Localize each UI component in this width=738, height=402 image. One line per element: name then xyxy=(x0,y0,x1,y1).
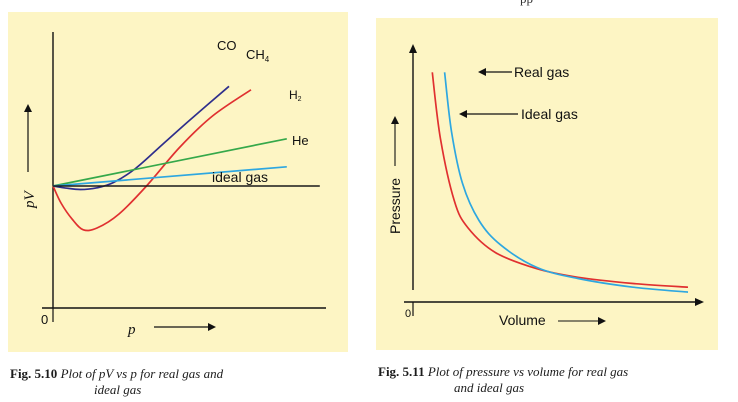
caption-fig-5-11: Fig. 5.11 Plot of pressure vs volume for… xyxy=(378,364,728,396)
series-line-co xyxy=(52,85,230,191)
chart-pressure-vs-volume: 0 Volume Pressure Real gas Ideal gas xyxy=(376,18,718,350)
x-axis-label: Volume xyxy=(499,312,546,328)
label-h2-sub: 2 xyxy=(298,96,302,103)
y-axis-arrow-head xyxy=(24,104,32,112)
origin-label: 0 xyxy=(405,308,411,320)
series-line-ideal-gas xyxy=(431,72,689,289)
series-line-real-gas xyxy=(443,72,689,293)
label-he: He xyxy=(292,133,309,148)
label-h2-main: H xyxy=(289,88,298,102)
series-line-h2 xyxy=(52,137,287,187)
origin-label: 0 xyxy=(41,312,48,327)
label-h2: H2 xyxy=(289,88,302,103)
label-ideal-gas: Ideal gas xyxy=(521,106,578,122)
caption-figure-label: Fig. 5.11 xyxy=(378,364,425,379)
label-ch4-sub: 4 xyxy=(265,55,270,64)
y-axis-label-arrow-head xyxy=(391,116,399,124)
caption-fig-5-10: Fig. 5.10 Plot of pV vs p for real gas a… xyxy=(10,366,355,398)
real-gas-pointer-head xyxy=(478,68,486,76)
x-axis-label: p xyxy=(127,322,136,338)
x-axis-label-arrow-head xyxy=(598,317,606,325)
chart-pv-vs-p-svg: 0 p pV CO CH4 H2 He ideal gas xyxy=(22,32,326,338)
series-line-ch4 xyxy=(52,89,252,232)
header-fragment: pp xyxy=(520,0,533,7)
series-line-he xyxy=(52,165,287,187)
x-axis-arrow-head xyxy=(208,323,216,331)
chart-pv-vs-p: 0 p pV CO CH4 H2 He ideal gas xyxy=(8,12,348,352)
label-real-gas: Real gas xyxy=(514,64,569,80)
label-ch4-main: CH xyxy=(246,47,265,62)
y-axis-label: Pressure xyxy=(387,178,403,234)
caption-text-line1: Plot of pressure vs volume for real gas xyxy=(427,364,629,379)
x-axis-arrow-head xyxy=(695,298,704,306)
y-axis-arrow-head xyxy=(409,44,417,53)
caption-text-line1: Plot of pV vs p for real gas and xyxy=(60,366,224,381)
ideal-gas-pointer-head xyxy=(459,110,467,118)
label-ch4: CH4 xyxy=(246,47,270,64)
label-co: CO xyxy=(217,38,237,53)
label-ideal-gas: ideal gas xyxy=(212,169,268,185)
caption-figure-label: Fig. 5.10 xyxy=(10,366,58,381)
y-axis-label: pV xyxy=(22,190,38,210)
chart-pressure-vs-volume-svg: 0 Volume Pressure Real gas Ideal gas xyxy=(387,44,704,328)
caption-text-line2: ideal gas xyxy=(94,382,142,397)
caption-text-line2: and ideal gas xyxy=(454,380,525,395)
